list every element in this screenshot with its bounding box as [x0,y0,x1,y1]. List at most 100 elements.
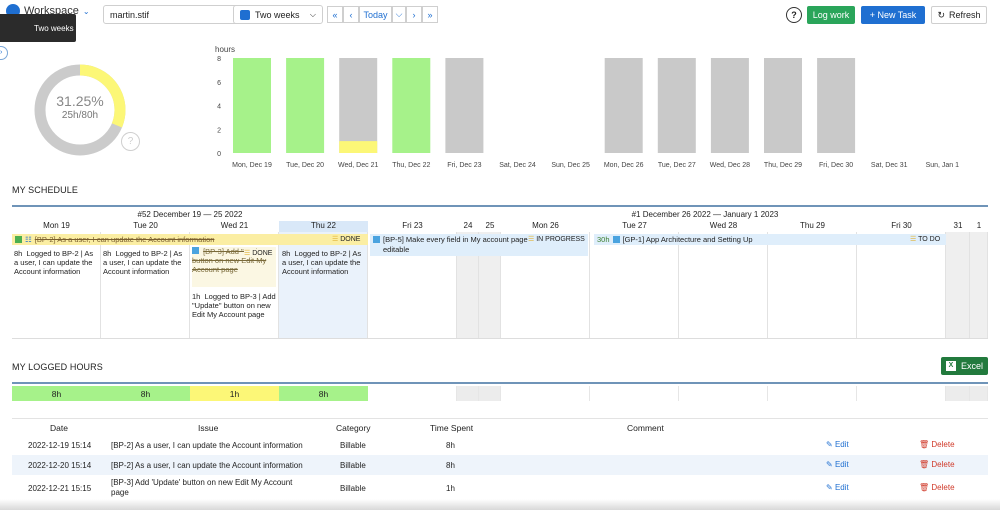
sidebar-toggle[interactable]: › [0,46,8,60]
calendar-icon [240,9,250,20]
task-bar-gp1[interactable]: 30h [GP-1] App Architecture and Setting … [594,234,946,245]
next-period-button[interactable]: › [406,6,422,23]
donut-fill [34,64,126,156]
y-axis-label: hours [215,45,235,54]
day-column[interactable] [946,232,970,338]
new-task-button[interactable]: + New Task [861,6,925,24]
schedule-entry[interactable]: 8h Logged to BP-2 | As a user, I can upd… [282,249,362,276]
day-column[interactable] [679,232,768,338]
edit-button[interactable]: ✎ Edit [826,460,849,469]
excel-export-button[interactable]: X Excel [941,357,988,375]
task-title: [GP-1] App Architecture and Setting Up [622,235,753,244]
logged-hours-cell [457,386,479,401]
trash-icon: 🗑 [919,460,930,469]
chart-bar-capacity [339,58,378,153]
task-check-icon [192,247,199,254]
excel-icon: X [945,361,956,371]
chart-bar-capacity [657,58,696,153]
cell-date: 2022-12-19 15:14 [28,441,92,450]
pencil-icon: ✎ [826,460,833,469]
first-period-button[interactable]: « [327,6,343,23]
edit-button[interactable]: ✎ Edit [826,483,849,492]
user-select[interactable]: martin.stif ⌵ [103,5,253,24]
day-header: Fri 30 [891,221,912,230]
refresh-label: Refresh [949,10,981,20]
logged-hours-cell [857,386,946,401]
day-column[interactable] [857,232,946,338]
delete-button[interactable]: 🗑 Delete [919,440,955,449]
last-period-button[interactable]: » [422,6,438,23]
chart-bar-capacity [445,58,484,153]
table-row: 2022-12-21 15:15 [BP-3] Add 'Update' but… [12,475,988,501]
day-column[interactable] [768,232,857,338]
day-column[interactable] [101,232,190,338]
cell-category: Billable [340,484,366,493]
tooltip: Two weeks [0,14,76,42]
task-status: ☰ DONE [244,249,273,257]
trash-icon: 🗑 [919,483,930,492]
today-label: Today [363,9,388,20]
schedule-entry[interactable]: 8h Logged to BP-2 | As a user, I can upd… [14,249,94,276]
day-header: Thu 29 [800,221,825,230]
task-status: ☰ TO DO [910,236,941,243]
delete-button[interactable]: 🗑 Delete [919,483,955,492]
task-title: [BP-2] As a user, I can update the Accou… [34,235,215,244]
y-tick-label: 0 [217,151,221,158]
day-column[interactable] [12,232,101,338]
previous-period-button[interactable]: ‹ [343,6,359,23]
chart-bar-capacity [817,58,856,153]
help-icon[interactable]: ? [786,7,802,23]
logged-hours-cell [590,386,679,401]
day-header: Wed 21 [220,221,249,230]
day-header: Wed 28 [709,221,738,230]
task-status: ☰ IN PROGRESS [528,235,585,243]
cell-issue: [BP-2] As a user, I can update the Accou… [111,441,303,450]
x-tick-label: Thu, Dec 22 [392,162,430,169]
cell-date: 2022-12-20 15:14 [28,461,92,470]
day-header: 25 [485,221,495,230]
logged-hours-cell [501,386,590,401]
day-column[interactable] [590,232,679,338]
chevron-down-icon: ⌵ [309,10,316,19]
day-column[interactable] [279,232,368,338]
pencil-icon: ✎ [826,483,833,492]
x-tick-label: Tue, Dec 27 [658,162,696,169]
refresh-button[interactable]: ↻ Refresh [931,6,987,24]
period-select[interactable]: Two weeks ⌵ [233,5,323,24]
schedule-entry[interactable]: 8h Logged to BP-2 | As a user, I can upd… [103,249,183,276]
chart-bar-capacity [710,58,749,153]
cell-category: Billable [340,441,366,450]
cell-issue: [BP-3] Add 'Update' button on new Edit M… [111,478,293,497]
edit-button[interactable]: ✎ Edit [826,440,849,449]
x-tick-label: Wed, Dec 28 [710,162,750,169]
today-button[interactable]: Today [359,6,392,23]
task-check-icon [612,236,620,243]
week1-label: #52 December 19 — 25 2022 [137,210,243,219]
day-column[interactable] [457,232,479,338]
cell-time-spent: 1h [446,484,455,493]
x-tick-label: Sat, Dec 24 [499,162,536,169]
log-work-button[interactable]: Log work [807,6,855,24]
task-title: [BP-3] Add "Update" button on new Edit M… [192,247,271,274]
day-header: Mon 19 [43,221,70,230]
table-header-border [12,418,988,432]
progress-help-icon[interactable]: ? [121,132,140,151]
day-column[interactable] [479,232,501,338]
delete-button[interactable]: 🗑 Delete [919,460,955,469]
logged-hours-cell: 8h [279,386,368,401]
day-column[interactable] [970,232,988,338]
hours-chart: hours 0 2 4 6 8 Mon, Dec 19 Tue, Dec 20 Wed, Dec… [205,42,995,174]
x-tick-label: Sun, Jan 1 [926,162,960,169]
day-header: 1 [976,221,982,230]
logged-hours-cell [946,386,970,401]
tooltip-text: Two weeks [34,24,74,33]
day-header: 31 [953,221,963,230]
today-dropdown-button[interactable]: ⌵ [392,6,406,23]
task-title: [BP-5] Make every field in My account pa… [383,235,528,254]
col-header-comment: Comment [627,423,664,433]
task-check-icon [373,236,380,243]
task-bar-bp2[interactable]: ☷ [BP-2] As a user, I can update the Acc… [12,234,368,245]
chart-bar [339,141,378,153]
schedule-entry[interactable]: 1h Logged to BP-3 | Add "Update" button … [192,292,276,319]
cell-issue: [BP-2] As a user, I can update the Accou… [111,461,303,470]
